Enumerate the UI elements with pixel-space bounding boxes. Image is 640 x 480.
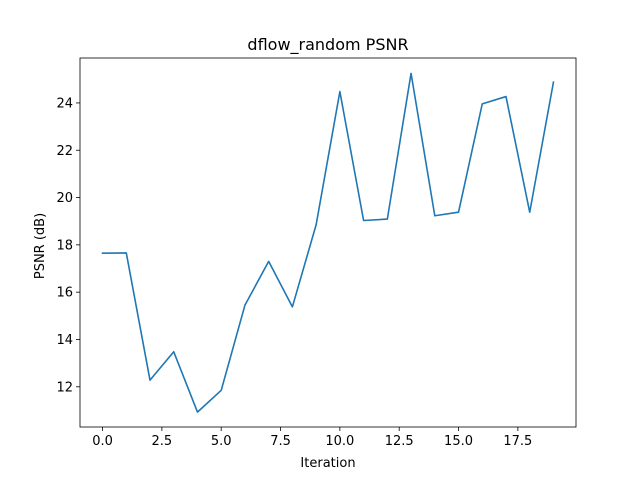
y-tick-label: 12 [56,380,73,395]
x-tick-label: 15.0 [444,434,473,449]
y-axis-label: PSNR (dB) [33,213,48,279]
x-tick-label: 12.5 [385,434,414,449]
x-axis-ticks: 0.0 2.5 5.0 7.5 10.0 12.5 15.0 17.5 [92,427,532,449]
x-tick-label: 5.0 [211,434,232,449]
y-tick-label: 24 [56,96,73,111]
y-tick-label: 16 [56,286,73,301]
y-tick-label: 18 [56,238,73,253]
y-tick-label: 22 [56,144,73,159]
axes-frame [79,57,577,428]
series-line [101,72,555,413]
y-tick-label: 20 [56,191,73,206]
y-axis-ticks: 12 14 16 18 20 22 24 [56,96,80,395]
x-tick-label: 10.0 [325,434,354,449]
chart-title: dflow_random PSNR [247,35,408,55]
series-layer [101,72,555,413]
x-tick-label: 0.0 [92,434,113,449]
x-tick-label: 2.5 [152,434,173,449]
x-tick-label: 17.5 [503,434,532,449]
x-tick-label: 7.5 [270,434,291,449]
y-tick-label: 14 [56,333,73,348]
x-axis-label: Iteration [300,456,355,471]
